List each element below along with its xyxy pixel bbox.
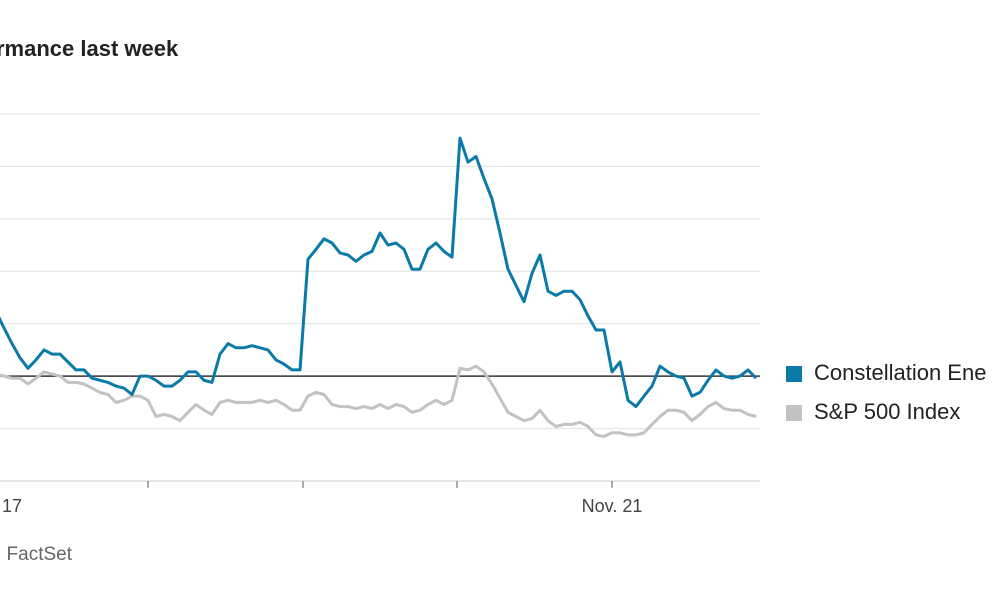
x-tick-label: 17 <box>2 496 22 516</box>
x-axis-ticks <box>147 481 613 488</box>
x-tick-label: Nov. 21 <box>582 496 643 516</box>
legend-swatch <box>786 405 802 421</box>
data-line <box>0 136 758 409</box>
legend-label: S&P 500 Index <box>814 399 960 424</box>
data-line <box>0 364 757 438</box>
chart-title: rmance last week <box>0 36 179 61</box>
legend-swatch <box>786 366 802 382</box>
source-note: : FactSet <box>0 544 73 565</box>
legend-label: Constellation Ene <box>814 360 986 385</box>
